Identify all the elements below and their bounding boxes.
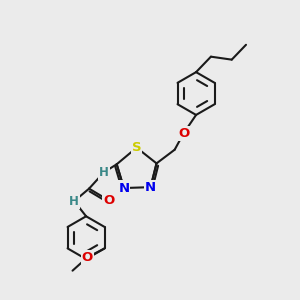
Text: O: O [103, 194, 115, 207]
Text: H: H [99, 166, 109, 179]
Text: S: S [132, 141, 141, 154]
Text: N: N [118, 182, 129, 194]
Text: N: N [145, 181, 156, 194]
Text: O: O [82, 251, 93, 264]
Text: H: H [69, 195, 79, 208]
Text: O: O [178, 127, 189, 140]
